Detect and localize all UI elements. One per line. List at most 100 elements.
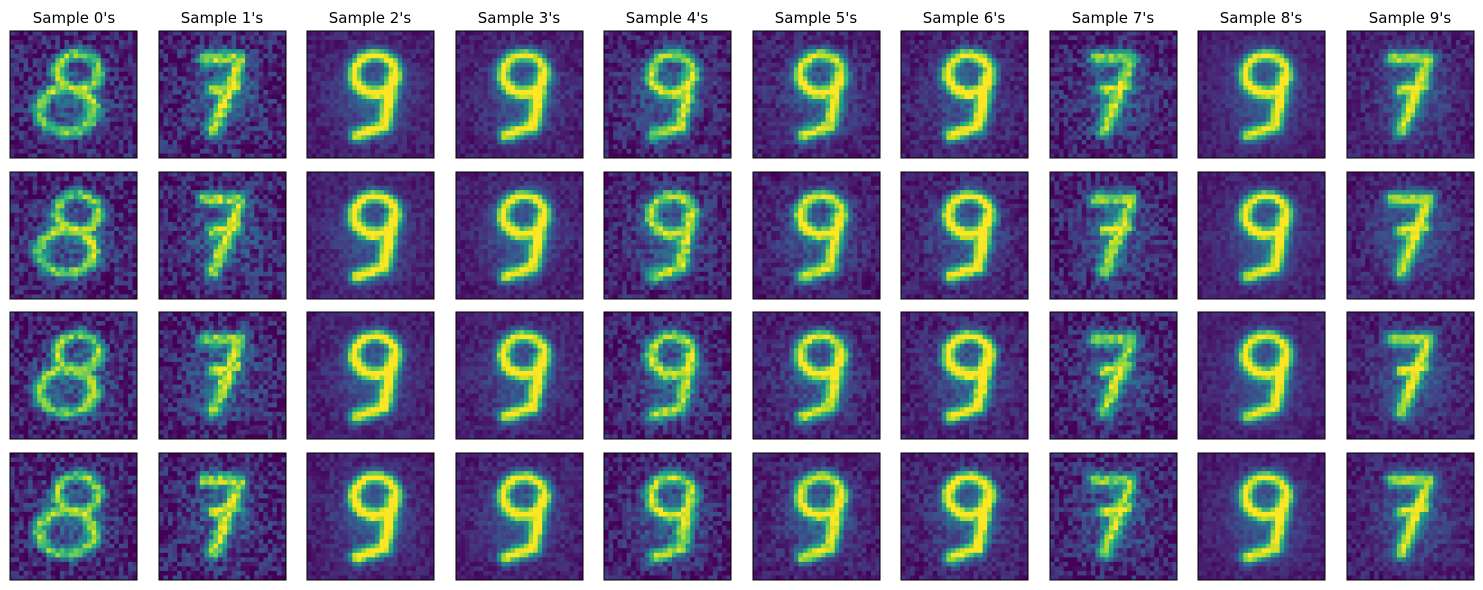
pixel [767, 122, 772, 127]
pixel [1014, 58, 1019, 63]
pixel [186, 54, 191, 59]
pixel [645, 131, 650, 136]
pixel [366, 45, 371, 50]
pixel [533, 49, 538, 54]
pixel [560, 149, 565, 154]
pixel [37, 81, 42, 86]
pixel [200, 49, 205, 54]
pixel [213, 72, 218, 77]
pixel [28, 67, 33, 72]
pixel [375, 72, 380, 77]
pixel [213, 40, 218, 45]
pixel [654, 54, 659, 59]
pixel [690, 40, 695, 45]
pixel [28, 113, 33, 118]
pixel [497, 144, 502, 149]
pixel [204, 144, 209, 149]
pixel [55, 85, 60, 90]
pixel [604, 90, 609, 95]
pixel [789, 99, 794, 104]
pixel [497, 95, 502, 100]
pixel [128, 126, 133, 131]
pixel [695, 90, 700, 95]
pixel [928, 58, 933, 63]
pixel [713, 126, 718, 131]
pixel [177, 131, 182, 136]
pixel [722, 85, 727, 90]
pixel [42, 149, 47, 154]
pixel [649, 72, 654, 77]
pixel [204, 72, 209, 77]
pixel [402, 149, 407, 154]
pixel [942, 40, 947, 45]
pixel [857, 76, 862, 81]
pixel [461, 45, 466, 50]
pixel [461, 67, 466, 72]
pixel [776, 58, 781, 63]
pixel [259, 90, 264, 95]
pixel [771, 72, 776, 77]
pixel [708, 122, 713, 127]
pixel [844, 90, 849, 95]
pixel [622, 108, 627, 113]
pixel [699, 113, 704, 118]
pixel [10, 67, 15, 72]
pixel [974, 72, 979, 77]
pixel [425, 117, 430, 122]
pixel [785, 85, 790, 90]
pixel [96, 36, 101, 41]
pixel [613, 104, 618, 109]
pixel [254, 108, 259, 113]
pixel [492, 40, 497, 45]
pixel [218, 104, 223, 109]
pixel [830, 45, 835, 50]
pixel [128, 31, 133, 36]
pixel [312, 45, 317, 50]
pixel [713, 40, 718, 45]
pixel [960, 58, 965, 63]
pixel [510, 122, 515, 127]
pixel [339, 126, 344, 131]
pixel [983, 63, 988, 68]
pixel [919, 54, 924, 59]
pixel [241, 67, 246, 72]
pixel [704, 117, 709, 122]
pixel [384, 40, 389, 45]
pixel [307, 144, 312, 149]
pixel [771, 31, 776, 36]
pixel [520, 67, 525, 72]
pixel [677, 149, 682, 154]
pixel [636, 144, 641, 149]
pixel [33, 63, 38, 68]
pixel [366, 122, 371, 127]
pixel [672, 72, 677, 77]
pixel [119, 108, 124, 113]
pixel [55, 99, 60, 104]
pixel [835, 76, 840, 81]
pixel [844, 58, 849, 63]
pixel [393, 126, 398, 131]
pixel [182, 63, 187, 68]
pixel [556, 95, 561, 100]
pixel [631, 49, 636, 54]
pixel [272, 49, 277, 54]
pixel [627, 95, 632, 100]
pixel [232, 90, 237, 95]
pixel [402, 85, 407, 90]
pixel [186, 117, 191, 122]
pixel [717, 67, 722, 72]
pixel [762, 85, 767, 90]
pixel [520, 104, 525, 109]
pixel [456, 117, 461, 122]
pixel [96, 99, 101, 104]
pixel [223, 45, 228, 50]
pixel [456, 49, 461, 54]
pixel [343, 81, 348, 86]
pixel [366, 81, 371, 86]
pixel [272, 135, 277, 140]
pixel [826, 63, 831, 68]
pixel [384, 81, 389, 86]
pixel [862, 131, 867, 136]
pixel [839, 58, 844, 63]
pixel [200, 113, 205, 118]
